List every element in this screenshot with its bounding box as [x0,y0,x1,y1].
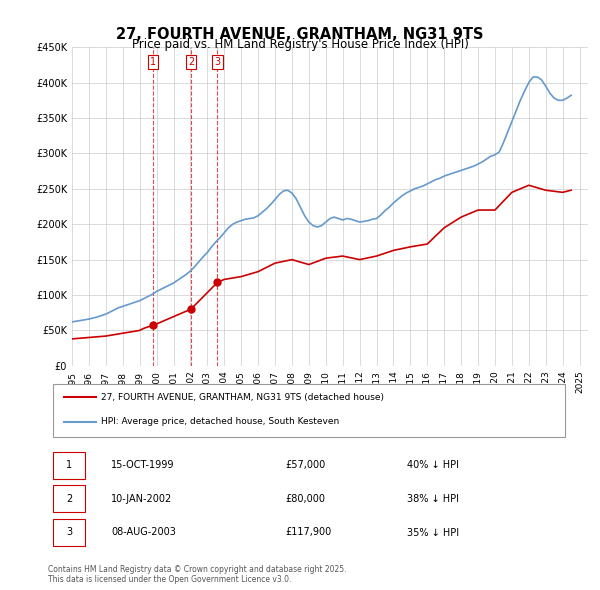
Text: 10-JAN-2002: 10-JAN-2002 [112,494,173,504]
FancyBboxPatch shape [53,384,565,437]
Text: 2: 2 [188,57,194,67]
Text: 3: 3 [66,527,72,537]
Text: HPI: Average price, detached house, South Kesteven: HPI: Average price, detached house, Sout… [101,417,339,427]
Text: 08-AUG-2003: 08-AUG-2003 [112,527,176,537]
Text: 27, FOURTH AVENUE, GRANTHAM, NG31 9TS (detached house): 27, FOURTH AVENUE, GRANTHAM, NG31 9TS (d… [101,392,384,402]
Text: 3: 3 [214,57,221,67]
Text: 38% ↓ HPI: 38% ↓ HPI [407,494,459,504]
FancyBboxPatch shape [53,519,85,546]
Text: Price paid vs. HM Land Registry's House Price Index (HPI): Price paid vs. HM Land Registry's House … [131,38,469,51]
FancyBboxPatch shape [53,486,85,512]
Text: 1: 1 [150,57,156,67]
Text: 15-OCT-1999: 15-OCT-1999 [112,460,175,470]
Text: 27, FOURTH AVENUE, GRANTHAM, NG31 9TS: 27, FOURTH AVENUE, GRANTHAM, NG31 9TS [116,27,484,41]
Text: £117,900: £117,900 [286,527,332,537]
Text: £57,000: £57,000 [286,460,326,470]
Text: 2: 2 [66,494,72,504]
Text: £80,000: £80,000 [286,494,326,504]
Text: 40% ↓ HPI: 40% ↓ HPI [407,460,459,470]
Text: Contains HM Land Registry data © Crown copyright and database right 2025.
This d: Contains HM Land Registry data © Crown c… [48,565,347,584]
Text: 1: 1 [66,460,72,470]
Text: 35% ↓ HPI: 35% ↓ HPI [407,527,459,537]
FancyBboxPatch shape [53,452,85,478]
